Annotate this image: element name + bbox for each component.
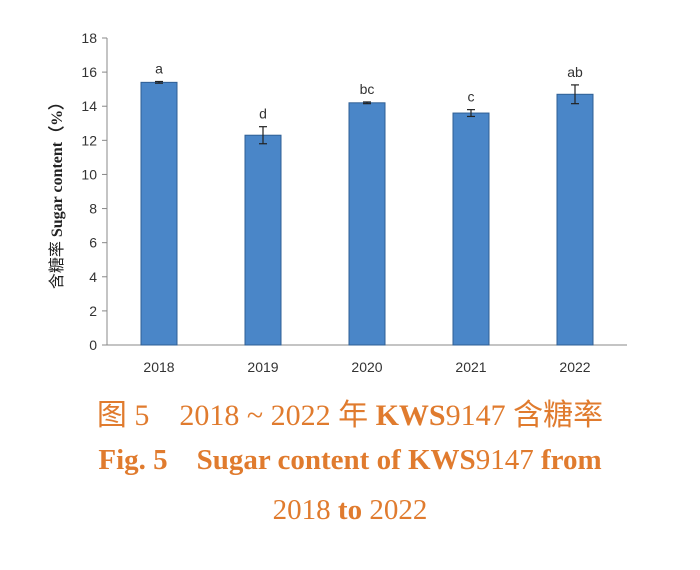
bar-2020 bbox=[348, 102, 386, 346]
caption-en-text: Sugar content of KWS bbox=[196, 444, 476, 476]
bar-2022 bbox=[556, 93, 594, 346]
caption-cn-years: 2018 ~ 2022 年 bbox=[179, 399, 369, 432]
bar-2021 bbox=[452, 112, 490, 346]
x-tick-label-2018: 2018 bbox=[143, 359, 174, 375]
significance-label-2019: d bbox=[259, 106, 267, 122]
caption-cn-kws: KWS bbox=[375, 399, 446, 432]
y-axis-label-cn: 含糖率 bbox=[48, 241, 66, 289]
caption-en-to: to bbox=[337, 494, 363, 526]
x-tick-label-2019: 2019 bbox=[247, 359, 278, 375]
y-tick-label: 14 bbox=[81, 98, 97, 114]
y-axis-label: 含糖率 Sugar content（%） bbox=[48, 94, 66, 289]
x-tick-label-2022: 2022 bbox=[559, 359, 590, 375]
caption-en-line2: 2018 to 2022 bbox=[0, 494, 700, 527]
significance-label-2022: ab bbox=[567, 64, 583, 80]
significance-label-2021: c bbox=[468, 89, 475, 105]
y-tick-label: 4 bbox=[89, 269, 97, 285]
y-tick-label: 16 bbox=[81, 64, 97, 80]
caption-cn-sugar: 含糖率 bbox=[513, 399, 604, 432]
caption-en-from: from bbox=[540, 444, 602, 476]
y-tick-label: 10 bbox=[81, 166, 97, 182]
x-tick-label-2020: 2020 bbox=[351, 359, 382, 375]
caption-cn-fig: 图 5 bbox=[96, 399, 150, 432]
y-tick-label: 12 bbox=[81, 132, 97, 148]
significance-label-2020: bc bbox=[360, 81, 375, 97]
y-tick-label: 2 bbox=[89, 303, 97, 319]
caption-cn: 图 5 2018 ~ 2022 年 KWS9147 含糖率 bbox=[0, 390, 700, 434]
caption-cn-num: 9147 bbox=[445, 399, 506, 432]
bar-2018 bbox=[140, 81, 178, 346]
x-tick-label-2021: 2021 bbox=[455, 359, 486, 375]
caption-en-num: 9147 bbox=[475, 444, 534, 476]
significance-label-2018: a bbox=[155, 60, 163, 76]
y-tick-label: 0 bbox=[89, 337, 97, 353]
y-tick-label: 18 bbox=[81, 30, 97, 46]
caption-en-fig: Fig. 5 bbox=[98, 444, 168, 476]
y-tick-label: 6 bbox=[89, 235, 97, 251]
caption-en-year-b: 2022 bbox=[369, 494, 428, 526]
y-axis-label-en: Sugar content（%） bbox=[48, 94, 66, 241]
bar-2019 bbox=[244, 134, 282, 346]
caption-en-year-a: 2018 bbox=[272, 494, 331, 526]
y-tick-label: 8 bbox=[89, 201, 97, 217]
caption-en-line1: Fig. 5 Sugar content of KWS9147 from bbox=[0, 444, 700, 477]
bar-chart: 0 2 4 6 8 10 12 14 16 18 含糖率 Sugar content（%） a 2018… bbox=[48, 30, 627, 375]
